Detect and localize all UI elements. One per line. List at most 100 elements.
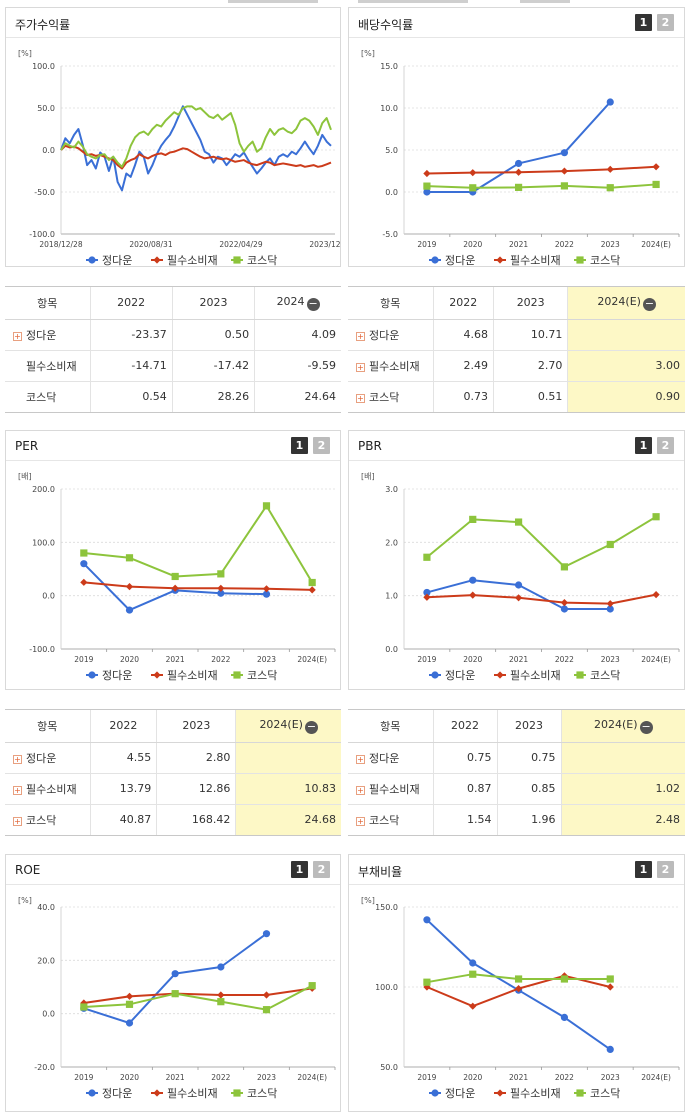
top-strip-right <box>520 0 570 3</box>
x-tick-label: 2024(E) <box>297 1073 327 1082</box>
tab-2-button[interactable]: 2 <box>313 861 330 878</box>
data-point <box>560 167 569 175</box>
expand-icon[interactable]: + <box>356 754 365 764</box>
row-label: 필수소비재 <box>5 350 90 382</box>
y-tick-label: 0.0 <box>42 1010 55 1019</box>
tab-buttons: 1 2 <box>291 861 330 878</box>
x-tick-label: 2020 <box>463 655 482 664</box>
data-point <box>423 553 431 561</box>
expand-icon[interactable]: + <box>13 754 22 764</box>
data-point <box>308 586 316 594</box>
table-row: + 정다운 -23.37 0.50 4.09 <box>5 319 341 351</box>
y-tick-label: 50.0 <box>37 104 55 113</box>
x-tick-label: 2022 <box>555 1073 574 1082</box>
unit-label: [%] <box>18 49 32 58</box>
expand-icon[interactable]: + <box>356 393 365 403</box>
y-tick-label: -5.0 <box>382 230 398 239</box>
data-point <box>171 990 179 998</box>
x-tick-label: 2021 <box>166 1073 185 1082</box>
x-tick-label: 2021 <box>509 655 528 664</box>
table-per: 항목 2022 2023 2024(E) − + 정다운 4.55 2.80 + 필수소비재 13.7… <box>5 709 341 836</box>
data-point <box>217 963 225 971</box>
legend-marker <box>576 1089 584 1097</box>
legend-marker <box>88 256 96 264</box>
table-cell: 24.68 <box>235 804 341 835</box>
collapse-icon[interactable]: − <box>642 296 656 311</box>
legend-marker <box>153 1089 161 1097</box>
table-header-cell: 2022 <box>432 710 498 743</box>
data-point <box>514 159 523 168</box>
table-cell: 2.48 <box>560 804 685 835</box>
data-point <box>308 578 316 587</box>
x-tick-label: 2022 <box>555 240 574 249</box>
table-row: + 코스닥 0.73 0.51 0.90 <box>348 381 685 412</box>
expand-icon[interactable]: + <box>356 362 365 372</box>
row-label: + 필수소비재 <box>348 773 433 805</box>
data-point <box>217 570 225 578</box>
tab-1-button[interactable]: 1 <box>635 14 652 31</box>
y-tick-label: -100.0 <box>29 645 55 654</box>
unit-label: [배] <box>18 472 32 481</box>
legend-marker <box>233 256 241 264</box>
x-tick-label: 2022 <box>555 655 574 664</box>
tab-2-button[interactable]: 2 <box>313 437 330 454</box>
y-tick-label: 0.0 <box>385 645 398 654</box>
table-header-cell: 항목 <box>348 287 433 320</box>
table-cell: 10.71 <box>492 319 568 351</box>
collapse-icon[interactable]: − <box>304 719 318 734</box>
tab-2-button[interactable]: 2 <box>657 437 674 454</box>
data-point <box>469 959 477 967</box>
series-line-2 <box>60 144 332 170</box>
table-cell: -17.42 <box>171 350 255 382</box>
legend-marker <box>576 671 584 679</box>
data-point <box>308 982 316 990</box>
table-cell: -23.37 <box>89 319 173 351</box>
legend-marker <box>496 256 504 264</box>
series-line-2 <box>426 593 657 605</box>
x-tick-label: 2020 <box>120 655 139 664</box>
tab-1-button[interactable]: 1 <box>635 861 652 878</box>
row-label: + 정다운 <box>348 742 433 774</box>
data-point <box>514 581 523 589</box>
expand-icon[interactable]: + <box>356 816 365 826</box>
expand-icon[interactable]: + <box>13 816 22 826</box>
expand-icon[interactable]: + <box>356 785 365 795</box>
data-point <box>80 578 88 586</box>
series-line-3 <box>60 105 332 168</box>
unit-label: [%] <box>361 896 375 905</box>
series-line-2 <box>426 165 657 175</box>
x-tick-label: 2020/08/31 <box>129 240 172 249</box>
panel-debt-ratio: 부채비율 1 2 [%] 150.0 100.0 50.0 2019 2020 2021 20… <box>348 854 685 1112</box>
legend-entry: 정다운 <box>445 254 475 266</box>
table-pbr: 항목 2022 2023 2024(E) − + 정다운 0.75 0.75 + 필수소비재 0.87… <box>348 709 685 836</box>
tab-buttons: 1 2 <box>635 14 674 31</box>
tab-1-button[interactable]: 1 <box>635 437 652 454</box>
tab-2-button[interactable]: 2 <box>657 861 674 878</box>
table-cell: 4.09 <box>254 319 341 351</box>
panel-header: ROE 1 2 <box>6 855 340 885</box>
legend-marker <box>576 256 584 264</box>
expand-icon[interactable]: + <box>356 331 365 341</box>
tab-1-button[interactable]: 1 <box>291 437 308 454</box>
collapse-icon[interactable]: − <box>306 296 320 311</box>
collapse-icon[interactable]: − <box>639 719 653 734</box>
legend-entry: 필수소비재 <box>510 1087 561 1100</box>
table-cell: 0.50 <box>171 319 255 351</box>
table-cell: 40.87 <box>89 804 157 835</box>
tab-2-button[interactable]: 2 <box>657 14 674 31</box>
expand-icon[interactable]: + <box>13 785 22 795</box>
panel-header: 주가수익률 <box>6 8 340 38</box>
x-tick-label: 2023 <box>257 1073 276 1082</box>
tab-1-button[interactable]: 1 <box>291 861 308 878</box>
expand-icon[interactable]: + <box>13 331 22 341</box>
table-cell <box>235 742 341 774</box>
x-tick-label: 2020 <box>463 1073 482 1082</box>
data-point <box>262 502 271 510</box>
table-header-cell: 2023 <box>171 287 255 320</box>
data-point <box>423 588 431 597</box>
table-cell: 168.42 <box>156 804 236 835</box>
tab-buttons: 1 2 <box>291 437 330 454</box>
unit-label: [%] <box>18 896 32 905</box>
chart-roe: [%] 40.0 20.0 0.0 -20.0 2019 2020 2021 2022 2023 2… <box>18 896 336 1100</box>
x-tick-label: 2020 <box>120 1073 139 1082</box>
